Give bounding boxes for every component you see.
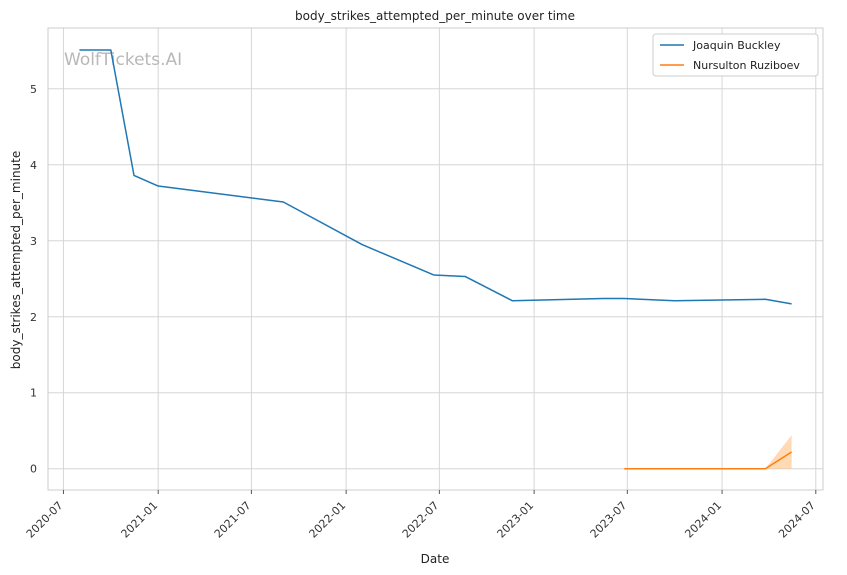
legend-label: Nursulton Ruziboev [693,59,800,72]
x-axis-label: Date [421,552,450,566]
y-tick-label: 4 [30,159,37,172]
series-line [79,49,792,305]
confidence-band [624,435,792,469]
chart-title: body_strikes_attempted_per_minute over t… [295,9,575,23]
confidence-bands [624,435,792,469]
watermark-text: WolfTickets.AI [64,50,182,70]
y-tick-label: 5 [30,83,37,96]
legend-label: Joaquin Buckley [692,39,781,52]
y-tick-label: 2 [30,311,37,324]
y-tick-label: 1 [30,387,37,400]
y-tick-label: 3 [30,235,37,248]
legend: Joaquin Buckley Nursulton Ruziboev [652,33,819,77]
series-line [624,451,792,470]
plot-frame [47,27,824,491]
y-axis-label: body_strikes_attempted_per_minute [9,151,23,369]
series-lines [79,49,792,470]
legend-box [652,33,819,77]
y-axis-ticks: 0 1 2 3 4 5 [30,83,37,476]
y-tick-label: 0 [30,463,37,476]
